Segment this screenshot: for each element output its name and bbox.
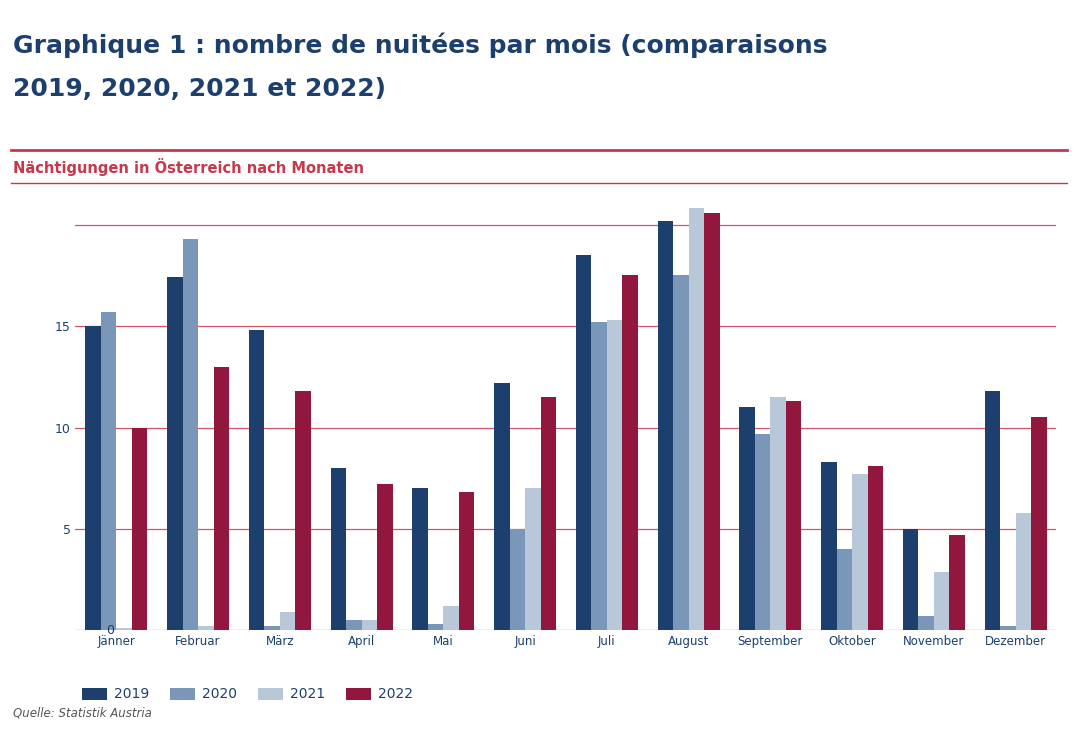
Bar xyxy=(607,320,622,630)
Bar xyxy=(85,326,101,630)
Bar xyxy=(443,606,459,630)
Bar xyxy=(984,391,1000,630)
Text: 0: 0 xyxy=(106,624,114,637)
Text: Quelle: Statistik Austria: Quelle: Statistik Austria xyxy=(13,707,152,720)
Bar xyxy=(673,276,689,630)
Bar xyxy=(950,535,965,630)
Bar xyxy=(576,255,592,630)
Bar xyxy=(592,322,607,630)
Bar xyxy=(361,620,377,630)
Bar xyxy=(510,529,525,630)
Bar xyxy=(428,625,443,630)
Legend: 2019, 2020, 2021, 2022: 2019, 2020, 2021, 2022 xyxy=(82,688,413,701)
Bar xyxy=(868,466,883,630)
Bar xyxy=(934,572,950,630)
Bar xyxy=(213,366,230,630)
Bar xyxy=(331,468,346,630)
Bar xyxy=(1000,626,1015,630)
Text: Nächtigungen in Österreich nach Monaten: Nächtigungen in Österreich nach Monaten xyxy=(13,158,364,176)
Bar xyxy=(377,485,392,630)
Bar xyxy=(412,488,428,630)
Bar xyxy=(622,276,638,630)
Bar xyxy=(198,626,213,630)
Bar xyxy=(1031,417,1047,630)
Text: 2019, 2020, 2021 et 2022): 2019, 2020, 2021 et 2022) xyxy=(13,77,386,101)
Bar xyxy=(264,626,280,630)
Bar xyxy=(182,239,198,630)
Bar xyxy=(525,488,540,630)
Bar xyxy=(540,397,556,630)
Bar xyxy=(295,391,310,630)
Bar xyxy=(837,549,852,630)
Bar xyxy=(116,628,132,630)
Bar xyxy=(704,213,720,630)
Bar xyxy=(167,277,182,630)
Bar xyxy=(918,616,934,630)
Bar xyxy=(101,312,116,630)
Bar xyxy=(459,493,474,630)
Bar xyxy=(852,474,868,630)
Bar xyxy=(821,462,837,630)
Bar xyxy=(658,221,673,630)
Bar xyxy=(249,330,264,630)
Bar xyxy=(689,208,704,630)
Bar xyxy=(786,401,801,630)
Bar xyxy=(132,427,148,630)
Bar xyxy=(902,529,918,630)
Bar xyxy=(1015,512,1031,630)
Bar xyxy=(771,397,786,630)
Bar xyxy=(280,612,295,630)
Bar xyxy=(755,434,771,630)
Bar xyxy=(346,620,361,630)
Bar xyxy=(740,408,755,630)
Text: Graphique 1 : nombre de nuitées par mois (comparaisons: Graphique 1 : nombre de nuitées par mois… xyxy=(13,33,828,59)
Bar xyxy=(494,383,510,630)
